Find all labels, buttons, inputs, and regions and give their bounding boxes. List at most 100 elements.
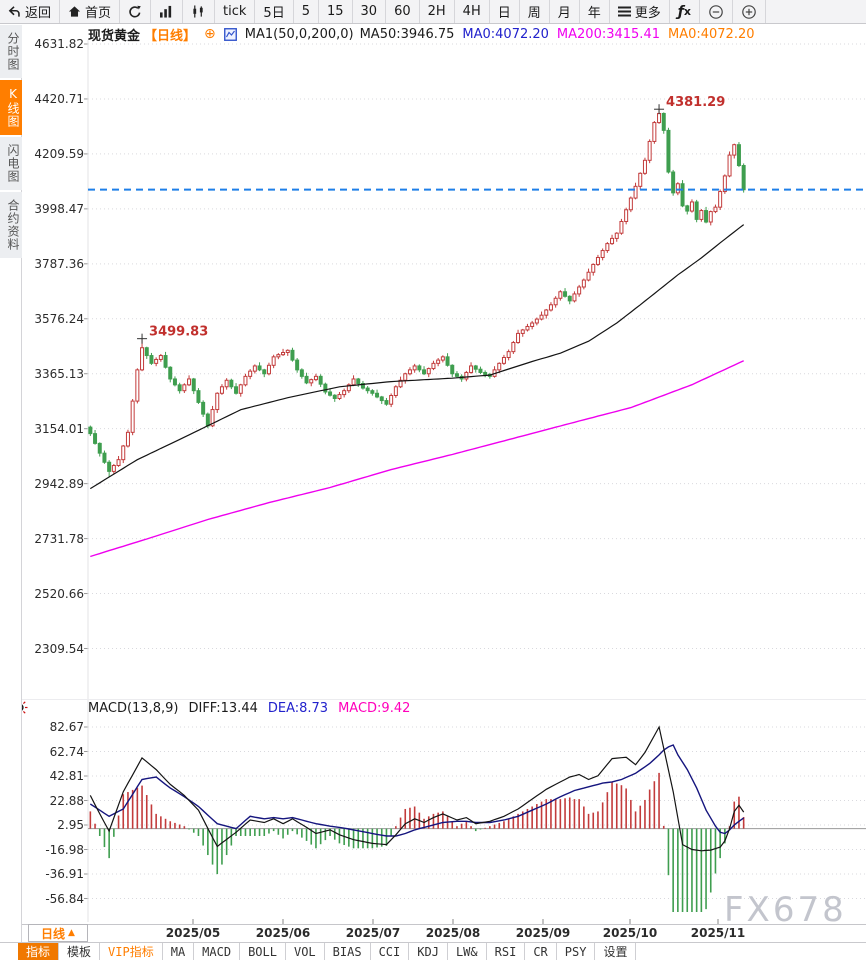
tab-template[interactable]: 模板 xyxy=(59,943,101,960)
toolbar-label-year: 年 xyxy=(587,6,601,21)
macd-axis-label: 82.67 xyxy=(49,720,84,734)
toolbar: 返回 首页 tick 5日 5 15 30 60 2H 4H 日 周 月 年 更多 ƒ x xyxy=(0,0,866,24)
candle-view-icon xyxy=(191,5,206,18)
gridlines xyxy=(22,40,866,924)
bar-chart-view-icon xyxy=(159,5,174,18)
tab-boll[interactable]: BOLL xyxy=(240,943,286,960)
price-annotation: 4381.29 xyxy=(654,95,725,115)
tab-cr[interactable]: CR xyxy=(525,943,557,960)
tab-vip-indicator[interactable]: VIP指标 xyxy=(100,943,163,960)
indicator-tab-bar: 指标 模板 VIP指标 MA MACD BOLL VOL BIAS CCI KDJ LW& RSI CR… xyxy=(0,942,866,960)
toolbar-label-tick: tick xyxy=(223,4,247,19)
price-annotation: 3499.83 xyxy=(137,325,208,344)
toolbar-button-day[interactable]: 日 xyxy=(490,0,520,23)
fx678-watermark: FX678 xyxy=(724,890,847,930)
triangle-up-icon: ▲ xyxy=(68,928,75,938)
price-axis-label: 4209.59 xyxy=(34,146,84,161)
toolbar-button-5d[interactable]: 5日 xyxy=(255,0,294,23)
macd-header: MACD(13,8,9) DIFF:13.44 DEA:8.73 MACD:9.… xyxy=(88,700,410,716)
tab-macd[interactable]: MACD xyxy=(194,943,241,960)
sidebar-item-contract-info[interactable]: 合约资料 xyxy=(0,192,22,258)
toolbar-button-2h[interactable]: 2H xyxy=(420,0,455,23)
toolbar-label-back: 返回 xyxy=(25,6,52,21)
toolbar-label-week: 周 xyxy=(527,6,541,21)
price-axis-label: 3787.36 xyxy=(34,256,84,271)
toolbar-label-day: 日 xyxy=(497,6,511,21)
tab-ma[interactable]: MA xyxy=(163,943,195,960)
toolbar-button-60min[interactable]: 60 xyxy=(386,0,420,23)
tab-kdj[interactable]: KDJ xyxy=(409,943,448,960)
macd-axis-label: -16.98 xyxy=(45,842,84,857)
x-axis-label: 2025/05 xyxy=(165,926,221,940)
price-axis-label: 2309.54 xyxy=(34,641,84,656)
x-axis-label: 2025/10 xyxy=(602,926,658,940)
toolbar-button-bar-chart-view[interactable] xyxy=(151,0,184,23)
price-axis-label: 4420.71 xyxy=(34,91,84,106)
ma0-orange-value: MA0:4072.20 xyxy=(667,26,755,42)
more-icon xyxy=(617,6,631,17)
toolbar-button-back[interactable]: 返回 xyxy=(0,0,61,23)
refresh-icon xyxy=(128,5,142,19)
macd-dea-value: DEA:8.73 xyxy=(267,700,329,716)
sidebar-item-lightning-chart[interactable]: 闪电图 xyxy=(0,137,22,190)
toolbar-button-year[interactable]: 年 xyxy=(580,0,610,23)
macd-value: MACD:9.42 xyxy=(338,700,411,716)
date-axis-row xyxy=(0,924,866,942)
toolbar-button-home[interactable]: 首页 xyxy=(60,0,121,23)
toolbar-button-week[interactable]: 周 xyxy=(520,0,550,23)
macd-diff-value: DIFF:13.44 xyxy=(188,700,258,716)
ma-settings-label: MA1(50,0,200,0) xyxy=(244,26,354,42)
tab-vol[interactable]: VOL xyxy=(286,943,325,960)
x-axis-label: 2025/09 xyxy=(515,926,571,940)
price-axis-label: 2942.89 xyxy=(34,476,84,491)
add-overlay-icon[interactable]: ⊕ xyxy=(204,26,216,42)
toolbar-button-15min[interactable]: 15 xyxy=(319,0,353,23)
toolbar-button-5min[interactable]: 5 xyxy=(294,0,319,23)
toolbar-label-15min: 15 xyxy=(326,4,344,19)
macd-axis-label: 62.74 xyxy=(49,744,84,759)
ma-indicator-icon[interactable] xyxy=(223,27,237,41)
sidebar-item-kline-chart[interactable]: K线图 xyxy=(0,80,22,135)
toolbar-label-5d: 5日 xyxy=(263,6,285,21)
toolbar-button-candle-view[interactable] xyxy=(183,0,216,23)
toolbar-label-30min: 30 xyxy=(360,4,378,19)
toolbar-button-more[interactable]: 更多 xyxy=(610,0,670,23)
toolbar-label-5min: 5 xyxy=(301,4,310,19)
price-axis-label: 4631.82 xyxy=(34,37,84,51)
tab-psy[interactable]: PSY xyxy=(557,943,596,960)
toolbar-button-4h[interactable]: 4H xyxy=(455,0,490,23)
toolbar-button-30min[interactable]: 30 xyxy=(353,0,387,23)
toolbar-label-home: 首页 xyxy=(85,6,112,21)
toolbar-button-tick[interactable]: tick xyxy=(215,0,256,23)
sidebar-item-time-chart[interactable]: 分时图 xyxy=(0,25,22,78)
macd-axis-label: 2.95 xyxy=(57,818,84,832)
diff-line xyxy=(89,725,745,852)
zoom-out-icon xyxy=(708,4,724,20)
toolbar-button-refresh[interactable] xyxy=(120,0,152,23)
tab-cci[interactable]: CCI xyxy=(371,943,410,960)
toolbar-label-2h: 2H xyxy=(427,4,446,19)
macd-histogram xyxy=(89,772,745,912)
toolbar-button-zoom-in[interactable] xyxy=(733,0,766,23)
period-selector-button[interactable]: 日线 ▲ xyxy=(28,924,88,942)
tab-indicator[interactable]: 指标 xyxy=(18,943,60,960)
tab-bias[interactable]: BIAS xyxy=(325,943,371,960)
toolbar-label-more: 更多 xyxy=(634,6,661,21)
toolbar-button-zoom-out[interactable] xyxy=(700,0,733,23)
ma0-blue-value: MA0:4072.20 xyxy=(462,26,549,42)
toolbar-label-month: 月 xyxy=(557,6,571,21)
sidebar: 分时图 K线图 闪电图 合约资料 xyxy=(0,25,22,942)
toolbar-button-month[interactable]: 月 xyxy=(550,0,580,23)
tab-settings[interactable]: 设置 xyxy=(595,943,637,960)
ma200-line xyxy=(90,360,744,558)
ma50-line xyxy=(89,224,745,490)
macd-axis-label: 22.88 xyxy=(49,793,84,808)
price-axis-label: 2520.66 xyxy=(34,586,84,601)
tab-lw[interactable]: LW& xyxy=(448,943,487,960)
ma200-value: MA200:3415.41 xyxy=(556,26,660,42)
tab-rsi[interactable]: RSI xyxy=(487,943,526,960)
